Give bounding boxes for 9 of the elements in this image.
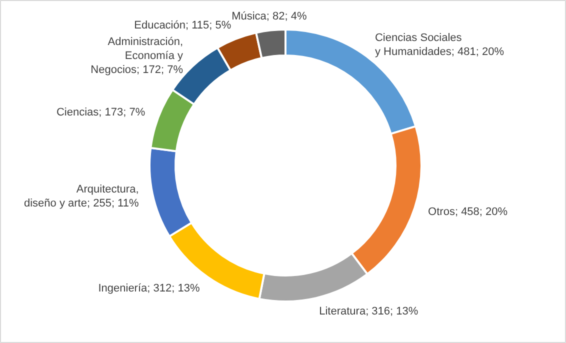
slice-label: Literatura; 316; 13% xyxy=(319,306,418,318)
slice-label: Arquitectura, diseño y arte; 255; 11% xyxy=(24,184,139,210)
slice-label: Música; 82; 4% xyxy=(232,10,308,22)
slice-label: Ingeniería; 312; 13% xyxy=(98,282,200,295)
slice-label: Administración, Economía y Negocios; 172; 7% xyxy=(90,36,184,76)
slice-label: Otros; 458; 20% xyxy=(428,206,508,218)
slice-label: Educación; 115; 5% xyxy=(134,20,232,32)
slice-label: Ciencias Sociales y Humanidades; 481; 20% xyxy=(374,32,504,58)
slice-label: Ciencias; 173; 7% xyxy=(56,106,146,119)
